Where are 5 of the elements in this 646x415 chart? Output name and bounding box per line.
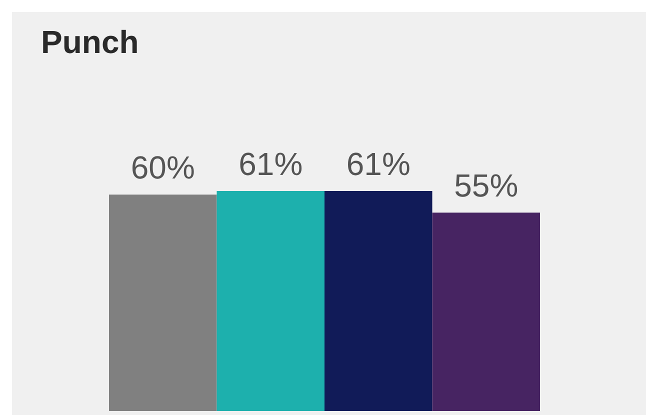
chart-title: Punch	[41, 24, 139, 60]
data-label: 61%	[238, 146, 303, 182]
data-label: 61%	[346, 146, 410, 182]
data-label: 55%	[454, 168, 518, 204]
data-label: 60%	[130, 150, 195, 186]
